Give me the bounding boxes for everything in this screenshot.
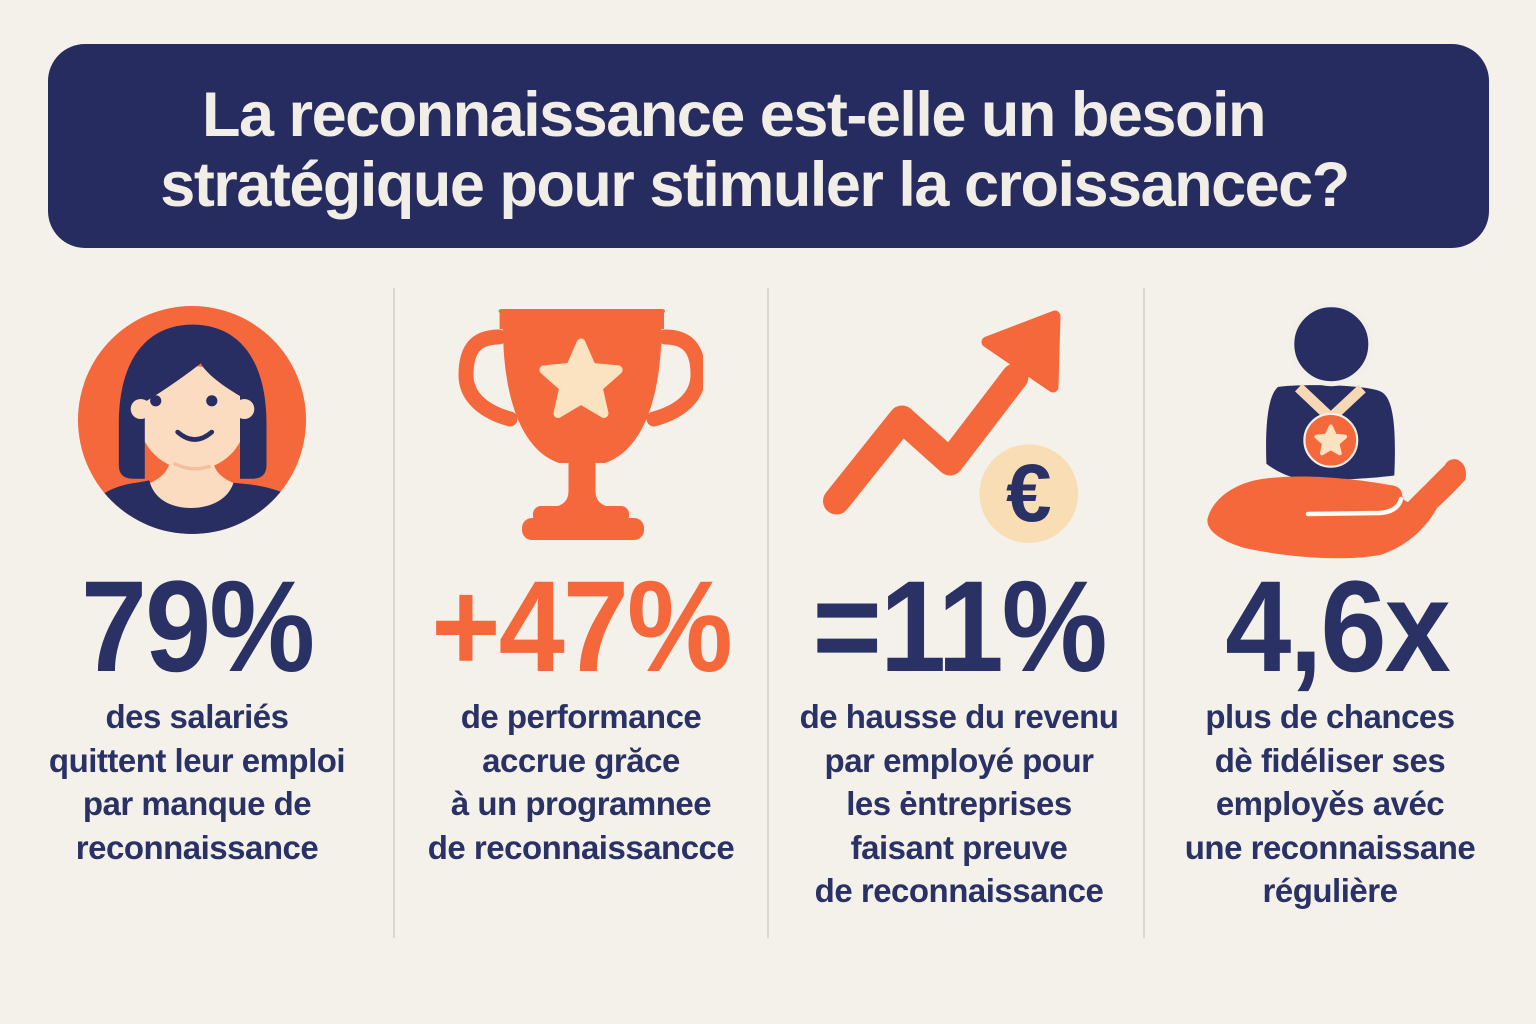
svg-text:€: € xyxy=(1006,448,1052,539)
